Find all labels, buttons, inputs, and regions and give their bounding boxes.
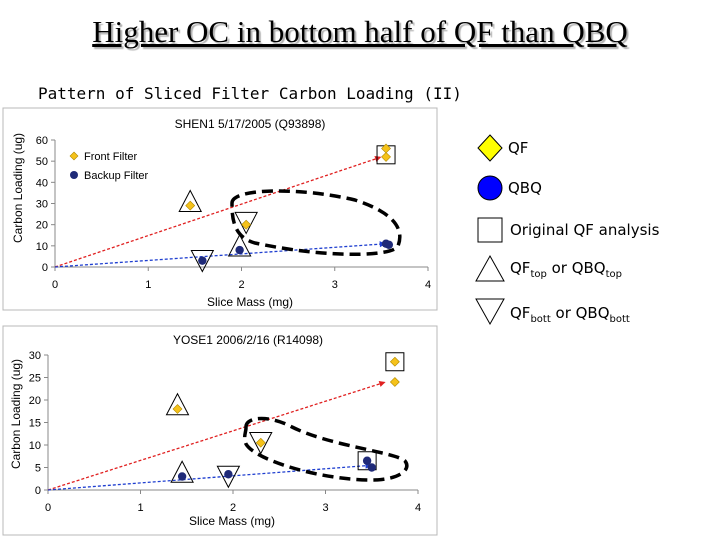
chart-2-y-tick-label: 10 [29, 440, 41, 452]
chart-1-backup-point [235, 245, 244, 255]
legend-bott-main: QF [510, 304, 531, 322]
chart-2-x-tick-label: 1 [137, 502, 143, 514]
legend-top-triangle-icon [475, 254, 505, 282]
chart-1-y-tick-label: 10 [36, 241, 48, 253]
legend-qf-diamond-icon [477, 134, 503, 162]
chart-1-ylabel: Carbon Loading (ug) [11, 133, 25, 243]
chart-1-front-point [241, 219, 252, 230]
legend-qbq-label: QBQ [508, 179, 542, 197]
chart-2-triangle-down-marker [248, 432, 273, 455]
legend-original-square-icon [477, 217, 503, 243]
chart-2-backup-point [362, 456, 372, 465]
chart-1-x-tick-label: 2 [238, 279, 244, 291]
chart-2-front-point [389, 377, 400, 387]
chart-1-triangle-down-marker [234, 211, 258, 235]
chart-2-trend-backup [47, 464, 372, 491]
chart-1-backup-point [381, 239, 391, 248]
chart-1-y-tick-label: 20 [36, 220, 48, 232]
chart-2-backup-point [367, 463, 376, 472]
chart-1-triangle-up-marker [227, 233, 252, 257]
legend-qbq-circle-icon [477, 175, 503, 201]
chart-1-frame [2, 107, 438, 311]
chart-2-y-tick-label: 5 [35, 463, 41, 475]
chart-1-x-tick-label: 0 [52, 279, 58, 291]
chart-1-triangle-down-marker [190, 250, 215, 273]
chart-1-callout [230, 189, 402, 257]
chart-2-front-point [389, 356, 400, 367]
chart-2-trend-front [47, 381, 386, 491]
chart-2-ylabel: Carbon Loading (ug) [9, 359, 23, 469]
chart-1-backup-point [198, 256, 207, 265]
legend-top-sub2: top [605, 269, 623, 280]
chart-2-x-tick-label: 3 [322, 502, 328, 514]
chart-1-y-tick-label: 40 [36, 177, 48, 189]
chart-2-y-tick-label: 25 [29, 373, 41, 385]
chart-1-legend [62, 142, 172, 184]
chart-1-trend-backup [54, 243, 387, 268]
chart-2-y-tick-label: 15 [29, 418, 41, 430]
chart-2-xlabel: Slice Mass (mg) [189, 514, 275, 528]
chart-2-x-tick-label: 0 [45, 502, 51, 514]
chart-1-front-point [381, 152, 391, 162]
chart-2-x-tick-label: 4 [415, 502, 421, 514]
chart-1-y-tick-label: 50 [36, 156, 48, 168]
chart-2-title: YOSE1 2006/2/16 (R14098) [173, 333, 323, 347]
chart-1-front-point [185, 200, 196, 211]
chart-1-triangle-up-marker [178, 189, 203, 212]
slide-title: Higher OC in bottom half of QF than QBQ [92, 14, 628, 49]
chart-2-triangle-up-marker [170, 460, 194, 483]
legend-top-label: QFtop or QBQtop [510, 259, 622, 280]
chart-2-triangle-up-marker [165, 392, 190, 416]
chart-1-y-tick-label: 0 [42, 262, 48, 274]
chart-2-x-tick-label: 2 [230, 502, 236, 514]
chart-2-y-tick-label: 20 [29, 395, 41, 407]
chart-2-triangle-down-marker [216, 465, 241, 489]
legend-top-sub: top [530, 269, 547, 280]
legend-bott-label: QFbott or QBQbott [510, 304, 630, 325]
chart-1-trend-front [54, 156, 382, 268]
chart-2-y-tick-label: 0 [35, 485, 41, 497]
chart-1-title: SHEN1 5/17/2005 (Q93898) [175, 117, 326, 131]
slide-subtitle: Pattern of Sliced Filter Carbon Loading … [38, 84, 462, 103]
chart-1-front-point [381, 143, 391, 154]
legend-bott-sub2: bott [609, 314, 630, 325]
chart-1-x-tick-label: 4 [425, 279, 431, 291]
legend-bott-sub: bott [530, 314, 551, 325]
chart-2-trend-arrow [378, 381, 386, 387]
chart-1-trend-arrow [374, 156, 382, 162]
chart-2-y-tick-label: 30 [29, 350, 41, 362]
chart-2-backup-point [177, 472, 187, 481]
chart-1-x-tick-label: 3 [332, 279, 338, 291]
chart-2-backup-point [224, 470, 233, 479]
chart-2-square-marker [385, 352, 405, 372]
chart-1-y-tick-label: 60 [36, 135, 48, 147]
chart-1-y-tick-label: 30 [36, 199, 48, 211]
legend-bott-or: or QBQ [550, 304, 610, 322]
legend-original-label: Original QF analysis [510, 221, 660, 239]
chart-2-front-point [255, 437, 266, 448]
chart-2-square-marker [357, 451, 377, 471]
chart-2-front-point [172, 404, 183, 414]
chart-1-x-tick-label: 1 [145, 279, 151, 291]
chart-1-legend-backup-marker [70, 171, 78, 179]
chart-2-frame [2, 325, 438, 536]
chart-1-legend-backup: Backup Filter [84, 170, 149, 182]
legend-bott-triangle-icon [475, 298, 505, 326]
legend-qf-label: QF [508, 139, 529, 157]
chart-1-legend-front: Front Filter [84, 151, 138, 163]
chart-1-legend-front-marker [69, 151, 79, 161]
legend-top-main: QF [510, 259, 531, 277]
chart-2-callout [242, 416, 409, 482]
chart-1-xlabel: Slice Mass (mg) [207, 295, 293, 309]
legend-top-or: or QBQ [546, 259, 606, 277]
